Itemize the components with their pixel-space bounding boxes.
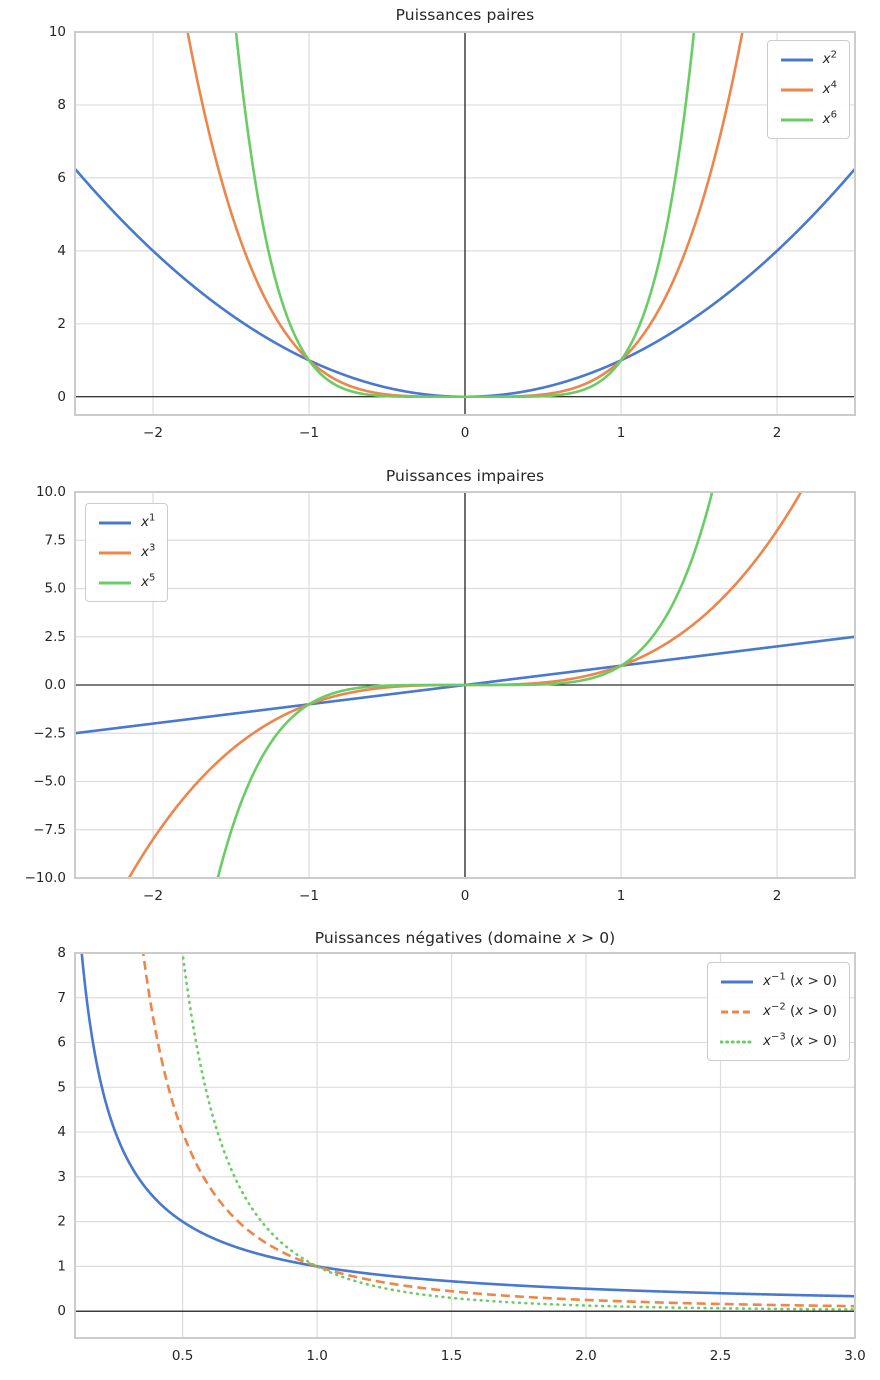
legend-item-xm1: x−1 (x > 0) xyxy=(720,971,837,990)
y-tick-label: 5.0 xyxy=(45,581,66,597)
x-tick-label: −1 xyxy=(299,888,319,904)
y-tick-label: 4 xyxy=(57,1124,66,1140)
curve-xm2 xyxy=(141,953,855,1308)
x-tick-label: 1 xyxy=(617,888,626,904)
x-tick-label: 0 xyxy=(461,425,470,441)
y-tick-label: −5.0 xyxy=(33,774,66,790)
x-tick-label: 1.5 xyxy=(441,1348,462,1364)
curve-x5 xyxy=(216,492,714,878)
y-tick-label: 2 xyxy=(57,1214,66,1230)
subplot1-title: Puissances paires xyxy=(395,6,535,24)
y-tick-label: 10.0 xyxy=(36,484,66,500)
legend-line-sample-solid xyxy=(99,581,131,584)
y-tick-label: 0 xyxy=(57,1303,66,1319)
y-tick-label: 7 xyxy=(57,990,66,1006)
curve-x6 xyxy=(234,32,696,399)
y-tick-label: 3 xyxy=(57,1169,66,1185)
curve-xm3 xyxy=(181,953,855,1311)
legend-odd-powers: x1 x3 x5 xyxy=(85,503,169,602)
x-tick-label: 2 xyxy=(773,888,782,904)
legend-label: x−3 (x > 0) xyxy=(762,1031,837,1049)
legend-line-sample-solid xyxy=(780,88,813,91)
x-tick-label: 2.0 xyxy=(575,1348,596,1364)
legend-item-xm3: x−3 (x > 0) xyxy=(719,1031,837,1050)
x-tick-label: 1 xyxy=(617,425,626,441)
x-tick-label: 0.5 xyxy=(172,1348,193,1364)
y-tick-label: 2.5 xyxy=(45,629,66,645)
legend-label: x−1 (x > 0) xyxy=(762,971,837,989)
legend-label: x−2 (x > 0) xyxy=(762,1001,837,1019)
legend-item-x1: x1 xyxy=(98,512,156,531)
subplot-3: 0.5 1.0 1.5 2.0 2.5 3.0 0 1 2 3 4 5 6 7 8 xyxy=(57,945,865,1364)
axes-border xyxy=(74,491,856,879)
y-tick-label: 8 xyxy=(57,945,66,961)
legend-item-x6: x6 xyxy=(780,109,837,128)
y-tick-label: −10.0 xyxy=(25,870,66,886)
y-tick-label: 10 xyxy=(49,24,66,40)
legend-item-x4: x4 xyxy=(780,79,837,98)
y-tick-label: 4 xyxy=(57,243,66,259)
legend-item-x2: x2 xyxy=(780,49,837,68)
y-tick-label: 0 xyxy=(57,389,66,405)
legend-negative-powers: x−1 (x > 0) x−2 (x > 0) x−3 (x > 0) xyxy=(706,962,850,1061)
legend-line-sample-solid xyxy=(99,521,131,524)
y-tick-label: 6 xyxy=(57,170,66,186)
x-tick-label: −2 xyxy=(143,425,163,441)
legend-line-sample-dotted xyxy=(719,1040,754,1043)
curve-xm1 xyxy=(80,953,855,1298)
y-tick-label: 5 xyxy=(57,1079,66,1095)
x-tick-label: 0 xyxy=(461,888,470,904)
y-tick-label: 0.0 xyxy=(45,677,66,693)
legend-item-x3: x3 xyxy=(98,542,156,561)
y-tick-label: −2.5 xyxy=(33,725,66,741)
legend-label: x5 xyxy=(141,572,156,590)
legend-label: x4 xyxy=(822,79,837,97)
subplot3-title: Puissances négatives (domaine x > 0) xyxy=(314,929,616,947)
legend-label: x2 xyxy=(822,49,837,67)
legend-item-x5: x5 xyxy=(98,572,156,591)
y-tick-label: 7.5 xyxy=(45,532,66,548)
subplot-2: −2 −1 0 1 2 −10.0 −7.5 −5.0 −2.5 0.0 2.5 5.0 7.5 10.0 xyxy=(25,484,856,904)
legend-line-sample-solid xyxy=(720,980,753,983)
axes-border xyxy=(74,31,856,416)
legend-label: x3 xyxy=(141,542,156,560)
legend-label: x1 xyxy=(141,512,156,530)
subplot-1: −2 −1 0 1 2 0 2 4 6 8 10 xyxy=(49,24,856,441)
y-tick-label: 6 xyxy=(57,1035,66,1051)
legend-item-xm2: x−2 (x > 0) xyxy=(720,1001,837,1020)
y-tick-label: 8 xyxy=(57,97,66,113)
legend-even-powers: x2 x4 x6 xyxy=(766,40,850,139)
x-tick-label: 2.5 xyxy=(710,1348,731,1364)
y-tick-label: 2 xyxy=(57,316,66,332)
subplot2-title: Puissances impaires xyxy=(385,467,545,485)
x-tick-label: −1 xyxy=(299,425,319,441)
legend-line-sample-solid xyxy=(780,58,813,61)
x-tick-label: 3.0 xyxy=(844,1348,865,1364)
legend-line-sample-dashed xyxy=(720,1010,753,1013)
y-tick-label: 1 xyxy=(57,1258,66,1274)
axes-border xyxy=(74,952,856,1339)
x-tick-label: 2 xyxy=(773,425,782,441)
y-tick-label: −7.5 xyxy=(33,822,66,838)
legend-line-sample-solid xyxy=(99,551,131,554)
x-tick-label: 1.0 xyxy=(306,1348,327,1364)
x-tick-label: −2 xyxy=(143,888,163,904)
legend-line-sample-solid xyxy=(780,118,813,121)
legend-label: x6 xyxy=(822,109,837,127)
